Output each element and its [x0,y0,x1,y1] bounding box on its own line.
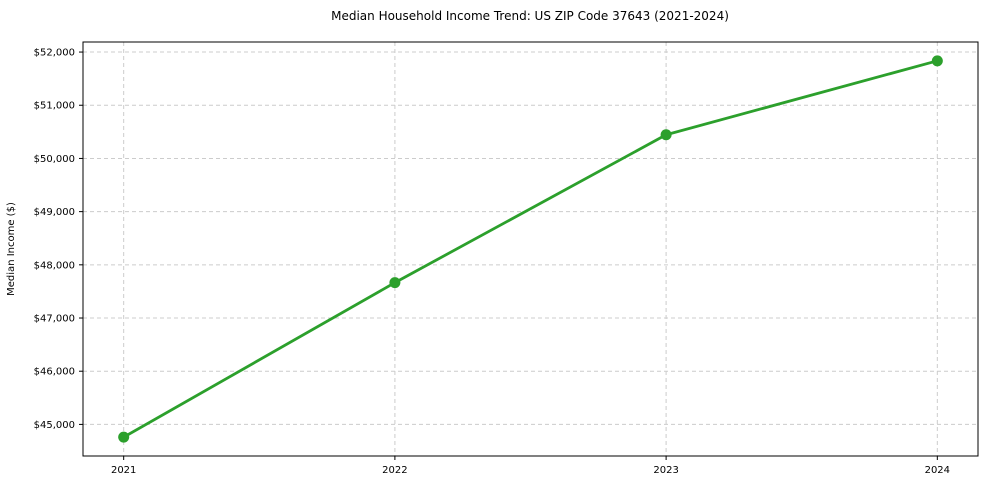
y-tick-label: $46,000 [34,367,75,378]
x-tick-label: 2024 [925,465,950,476]
y-tick-label: $51,000 [34,101,75,112]
y-tick-label: $50,000 [34,154,75,165]
y-tick-label: $49,000 [34,207,75,218]
trend-line [122,59,939,439]
x-tick-label: 2023 [653,465,678,476]
chart-title: Median Household Income Trend: US ZIP Co… [331,9,729,23]
y-tick-label: $45,000 [34,420,75,431]
y-axis-label: Median Income ($) [6,202,17,296]
data-point-2021 [118,431,130,443]
plot-border [82,41,979,457]
data-point-2024 [931,55,943,67]
data-point-2022 [389,277,401,289]
y-tick-label: $48,000 [34,260,75,271]
y-tick-label: $47,000 [34,314,75,325]
data-point-2023 [660,129,672,141]
x-tick-label: 2021 [111,465,136,476]
y-tick-label: $52,000 [34,48,75,59]
x-tick-label: 2022 [382,465,407,476]
